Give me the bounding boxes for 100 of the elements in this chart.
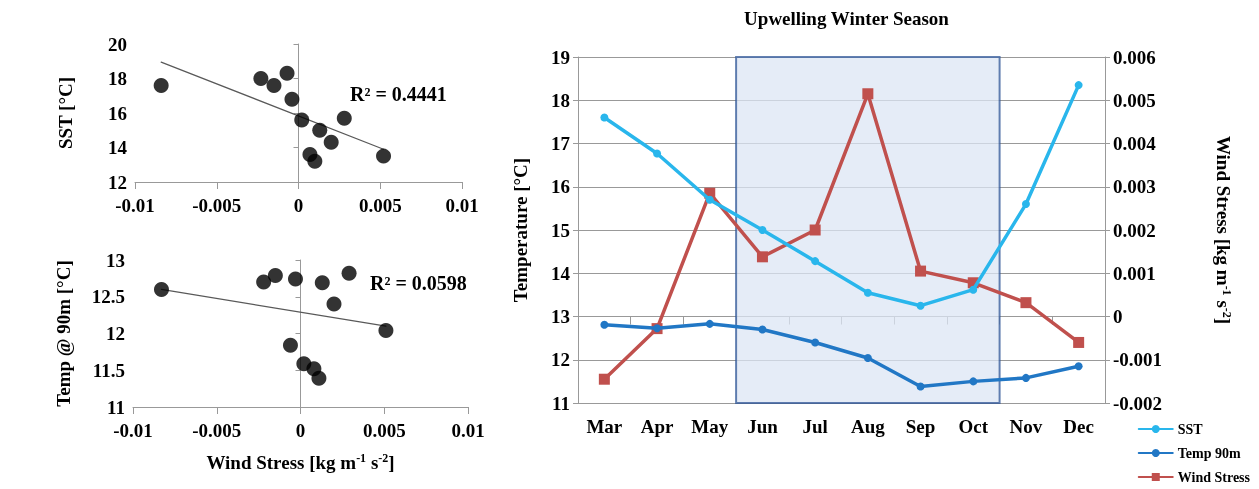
y-tick-label: 17 bbox=[551, 133, 571, 154]
point bbox=[915, 265, 927, 277]
point bbox=[287, 271, 303, 287]
point bbox=[758, 325, 767, 334]
point bbox=[1073, 336, 1085, 348]
x-tick-label: 0 bbox=[293, 195, 304, 216]
y-tick-label: 12 bbox=[108, 171, 127, 193]
y-tick-label: 14 bbox=[108, 137, 128, 158]
point bbox=[811, 257, 820, 266]
point bbox=[314, 275, 330, 291]
point bbox=[311, 370, 327, 386]
y-axis-title: SST [°C] bbox=[55, 76, 76, 150]
chart-title: Upwelling Winter Season bbox=[744, 8, 950, 29]
x-tick-label: May bbox=[691, 416, 729, 437]
point bbox=[705, 319, 714, 328]
point bbox=[600, 320, 609, 329]
point bbox=[863, 354, 872, 363]
point bbox=[969, 285, 978, 294]
y-tick-label: 12.5 bbox=[91, 286, 125, 308]
y-tick-label: 20 bbox=[108, 33, 127, 55]
y-tick-label: 13 bbox=[106, 249, 125, 271]
x-tick-label: 0.005 bbox=[358, 195, 402, 216]
x-tick-label: Mar bbox=[586, 416, 623, 437]
x-tick-label: Aug bbox=[850, 416, 886, 437]
x-tick-label: -0.01 bbox=[113, 420, 153, 441]
point bbox=[916, 301, 925, 310]
y2-axis-title: Wind Stress [kg m-1 s-2] bbox=[1212, 135, 1234, 325]
y2-tick-label: 0.005 bbox=[1113, 89, 1156, 111]
point bbox=[326, 296, 342, 312]
point bbox=[811, 338, 820, 347]
legend-label: SST bbox=[1177, 421, 1204, 437]
point bbox=[312, 122, 328, 138]
y-tick-label: 12 bbox=[551, 349, 570, 371]
y-axis-title: Temperature [°C] bbox=[510, 157, 531, 303]
y-tick-label: 16 bbox=[108, 102, 127, 124]
x-tick-label: 0.01 bbox=[445, 195, 479, 216]
y-tick-label: 18 bbox=[108, 68, 127, 89]
x-tick-label: 0 bbox=[295, 420, 306, 441]
x-tick-label: Dec bbox=[1063, 416, 1094, 437]
point bbox=[1021, 200, 1030, 209]
point bbox=[307, 153, 323, 169]
point bbox=[376, 148, 392, 164]
y-tick-label: 12 bbox=[106, 323, 125, 344]
point bbox=[256, 274, 272, 290]
y2-tick-label: -0.002 bbox=[1113, 392, 1163, 414]
point bbox=[279, 65, 295, 81]
point bbox=[863, 288, 872, 297]
y2-tick-label: 0.003 bbox=[1113, 176, 1156, 198]
x-tick-label: 0.005 bbox=[362, 420, 406, 441]
point bbox=[969, 377, 978, 386]
point bbox=[378, 323, 394, 339]
y2-tick-label: 0 bbox=[1113, 306, 1123, 327]
point bbox=[336, 110, 352, 126]
point bbox=[916, 382, 925, 391]
y-tick-label: 15 bbox=[551, 219, 570, 241]
annotation: R² = 0.4441 bbox=[350, 83, 447, 105]
point bbox=[862, 88, 874, 100]
y2-tick-label: 0.002 bbox=[1113, 219, 1156, 241]
x-tick-label: 0.01 bbox=[451, 420, 485, 441]
y-tick-label: 18 bbox=[551, 89, 570, 111]
point bbox=[153, 77, 169, 93]
point bbox=[809, 224, 821, 236]
point bbox=[705, 195, 714, 204]
point bbox=[294, 112, 310, 128]
point bbox=[284, 91, 300, 107]
x-tick-label: Jun bbox=[747, 416, 779, 437]
x-tick-label: Apr bbox=[640, 416, 674, 437]
point bbox=[600, 113, 609, 122]
point bbox=[1021, 373, 1030, 382]
y2-tick-label: 0.001 bbox=[1113, 262, 1156, 284]
legend-label: Wind Stress bbox=[1177, 469, 1251, 485]
point bbox=[1074, 81, 1083, 90]
annotation: R² = 0.0598 bbox=[370, 272, 467, 294]
point bbox=[598, 373, 610, 385]
point bbox=[1020, 297, 1032, 309]
x-tick-label: -0.005 bbox=[192, 420, 242, 441]
point bbox=[1074, 362, 1083, 371]
y-tick-label: 19 bbox=[551, 46, 570, 68]
point bbox=[282, 337, 298, 353]
point bbox=[153, 281, 169, 297]
point bbox=[653, 149, 662, 158]
x-tick-label: Nov bbox=[1009, 416, 1043, 437]
point bbox=[756, 251, 768, 263]
y-tick-label: 11.5 bbox=[92, 359, 125, 381]
y2-tick-label: 0.004 bbox=[1113, 133, 1157, 154]
y-tick-label: 16 bbox=[551, 176, 570, 198]
x-tick-label: Sep bbox=[905, 416, 936, 437]
y-tick-label: 11 bbox=[107, 396, 125, 418]
x-tick-label: -0.01 bbox=[115, 195, 155, 216]
x-tick-label: -0.005 bbox=[192, 195, 242, 216]
point bbox=[266, 77, 282, 93]
point bbox=[253, 71, 269, 86]
point bbox=[267, 267, 283, 283]
point bbox=[323, 134, 339, 150]
x-tick-label: Jul bbox=[802, 416, 828, 437]
y2-tick-label: 0.006 bbox=[1113, 46, 1156, 68]
point bbox=[758, 226, 767, 234]
y-axis-title: Temp @ 90m [°C] bbox=[53, 260, 74, 407]
point bbox=[341, 265, 357, 281]
x-tick-label: Oct bbox=[958, 416, 989, 437]
